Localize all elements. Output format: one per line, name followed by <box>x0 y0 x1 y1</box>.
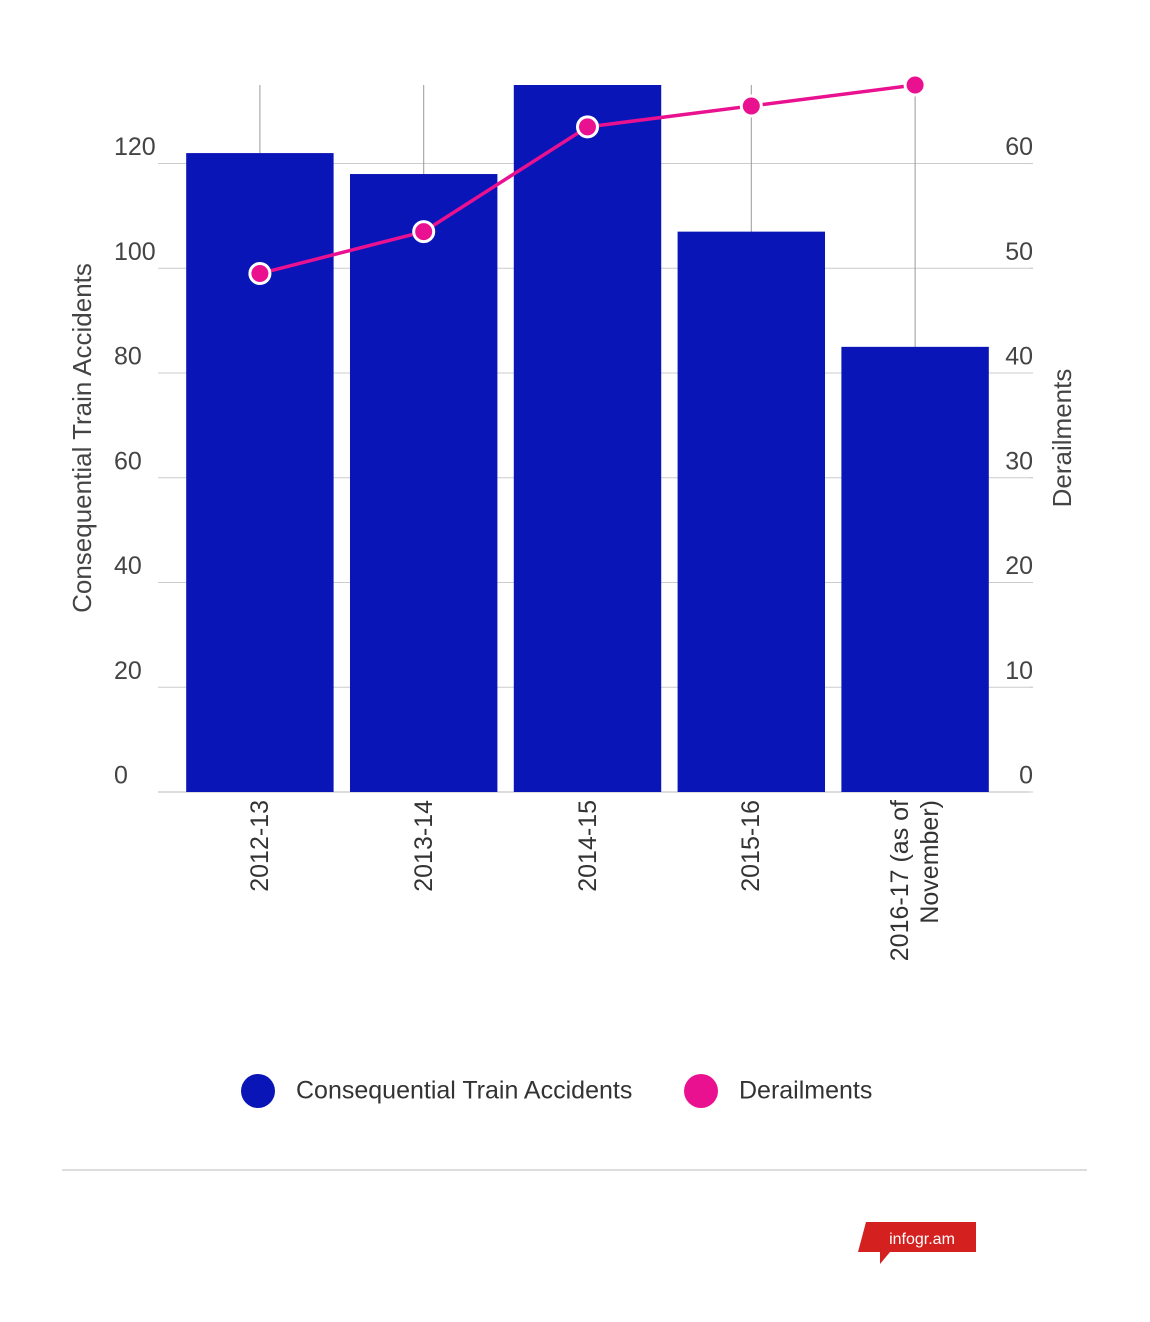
bar <box>677 231 826 793</box>
y-tick-label: 0 <box>114 762 128 790</box>
y2-tick-label: 20 <box>1005 552 1033 580</box>
y2-tick-label: 40 <box>1005 343 1033 371</box>
point <box>739 94 763 118</box>
legend-label: Consequential Train Accidents <box>296 1077 632 1105</box>
point <box>412 220 436 244</box>
y-tick-label: 40 <box>114 552 142 580</box>
x-tick-label: 2014-15 <box>573 800 602 892</box>
x-tick-label: 2012-13 <box>245 800 274 892</box>
x-tick-label: 2013-14 <box>409 800 438 892</box>
y2-tick-label: 60 <box>1005 133 1033 161</box>
bar <box>513 85 662 792</box>
y-axis-title: Consequential Train Accidents <box>67 263 97 613</box>
y-tick-label: 100 <box>114 238 156 266</box>
point <box>248 262 272 286</box>
legend-marker <box>684 1074 718 1108</box>
y2-tick-label: 0 <box>1019 762 1033 790</box>
point <box>576 115 599 139</box>
bar <box>841 346 989 792</box>
legend-label: Derailments <box>739 1077 872 1105</box>
y2-tick-label: 30 <box>1005 447 1033 475</box>
bar <box>349 174 498 792</box>
logo-flag <box>858 1222 976 1264</box>
x-tick-label: 2015-16 <box>737 800 766 892</box>
y2-tick-label: 50 <box>1005 238 1033 266</box>
bar <box>186 153 334 792</box>
y-tick-label: 60 <box>114 447 142 475</box>
legend-marker <box>241 1074 275 1108</box>
y-tick-label: 120 <box>114 133 156 161</box>
y2-tick-label: 10 <box>1005 657 1033 685</box>
y-tick-label: 80 <box>114 343 142 371</box>
y-tick-label: 20 <box>114 657 142 685</box>
point <box>903 73 927 97</box>
logo: infogr.am <box>889 1231 955 1248</box>
y2-axis-title: Derailments <box>1047 369 1077 508</box>
x-tick-label: 2016-17 (as of November) <box>886 800 945 962</box>
